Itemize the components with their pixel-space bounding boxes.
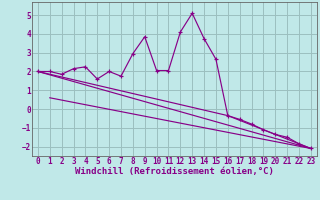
X-axis label: Windchill (Refroidissement éolien,°C): Windchill (Refroidissement éolien,°C) (75, 167, 274, 176)
